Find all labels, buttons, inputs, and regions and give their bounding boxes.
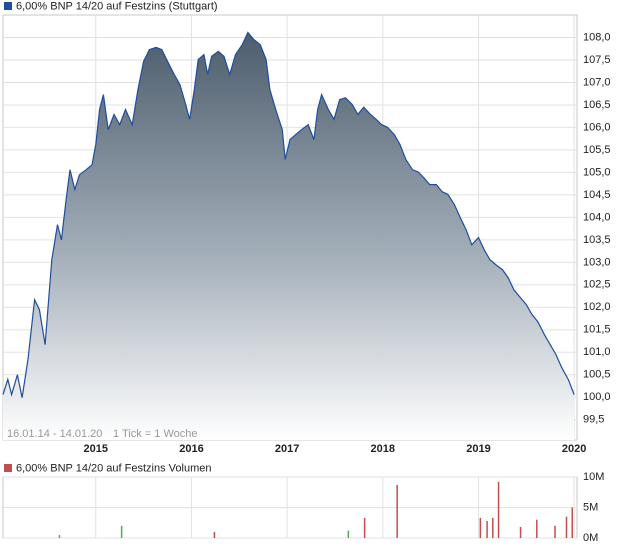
tick-note: 1 Tick = 1 Woche [113, 428, 197, 440]
volume-bar [519, 527, 522, 538]
date-range: 16.01.14 - 14.01.20 [7, 428, 102, 440]
y-tick-label: 103,5 [583, 234, 611, 246]
volume-bar [347, 530, 350, 538]
volume-bar [492, 517, 494, 538]
legend-swatch [4, 2, 12, 10]
y-tick-label: 99,5 [583, 414, 604, 426]
y-tick-label: 107,0 [583, 76, 611, 88]
y-tick-label: 104,0 [583, 211, 611, 223]
legend-swatch [4, 464, 12, 472]
volume-bar [213, 531, 216, 538]
volume-bar [536, 519, 538, 538]
volume-bar [497, 481, 500, 538]
y-tick-label: 102,5 [583, 279, 611, 291]
volume-bar [554, 525, 556, 538]
volume-bar [396, 484, 398, 538]
x-tick-label: 2019 [466, 443, 490, 455]
volume-bar [363, 517, 366, 538]
volume-bar [479, 517, 482, 538]
y-tick-label: 105,0 [583, 166, 611, 178]
y-tick-label: 107,5 [583, 54, 611, 66]
x-tick-label: 2016 [179, 443, 203, 455]
x-tick-label: 2017 [275, 443, 299, 455]
y-tick-label: 103,0 [583, 256, 611, 268]
legend-label: 6,00% BNP 14/20 auf Festzins (Stuttgart) [16, 0, 218, 12]
y-tick-label: 104,5 [583, 189, 611, 201]
y-tick-label: 10M [583, 471, 604, 483]
area-fill [3, 32, 575, 440]
price-line [2, 31, 575, 398]
y-tick-label: 105,5 [583, 144, 611, 156]
y-tick-label: 100,5 [583, 369, 611, 381]
y-tick-label: 100,0 [583, 391, 611, 403]
y-tick-label: 101,0 [583, 346, 611, 358]
volume-bar [120, 525, 123, 538]
x-tick-label: 2020 [562, 443, 586, 455]
y-tick-label: 102,0 [583, 301, 611, 313]
y-tick-label: 108,0 [583, 31, 611, 43]
volume-bar [565, 516, 568, 538]
volume-bar [58, 534, 61, 538]
volume-title: 6,00% BNP 14/20 auf Festzins Volumen [16, 462, 211, 474]
y-tick-label: 101,5 [583, 324, 611, 336]
volume-bar [486, 520, 488, 538]
y-tick-label: 0M [583, 532, 598, 544]
y-tick-label: 5M [583, 501, 598, 513]
y-tick-label: 106,0 [583, 121, 611, 133]
volume-bar [571, 507, 573, 538]
x-tick-label: 2015 [84, 443, 108, 455]
y-tick-label: 106,5 [583, 99, 611, 111]
x-tick-label: 2018 [371, 443, 395, 455]
